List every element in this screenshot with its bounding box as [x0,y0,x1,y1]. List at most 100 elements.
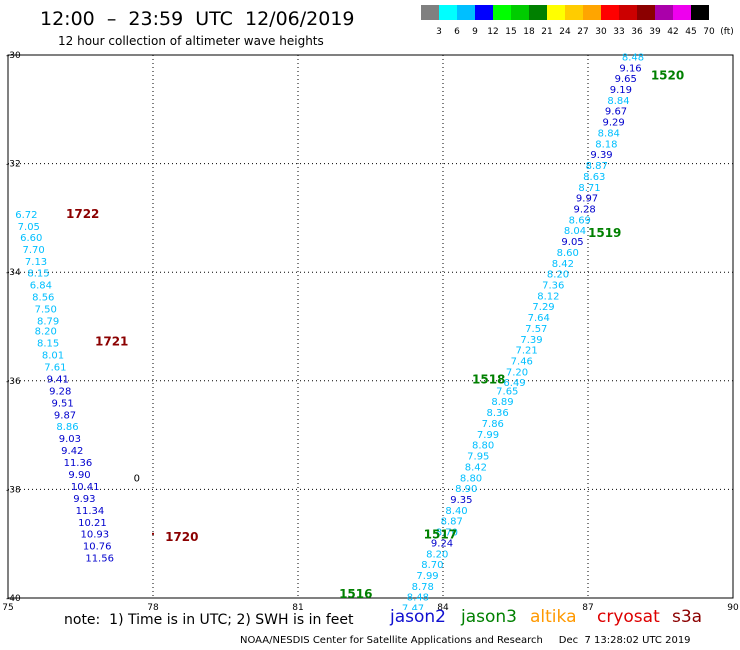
x-tick-label: 87 [582,603,593,610]
wave-height-value-s3a: 6.72 [15,210,37,221]
wave-height-value-jason3: 9.29 [603,118,625,129]
x-tick-label: 75 [2,603,13,610]
x-tick-label: 81 [292,603,303,610]
wave-height-value-s3a: 9.90 [68,470,90,481]
scale-unit: (ft) [720,27,734,37]
wave-height-value-s3a: 8.56 [32,292,54,303]
scale-swatch [439,5,457,20]
scale-label: 33 [613,27,625,37]
wave-height-value-jason3: 6.49 [503,378,525,389]
satellite-legend-item: altika [530,607,577,627]
pass-time-label: 1517 [424,527,457,541]
wave-height-value-jason3: 8.04 [564,226,586,237]
wave-height-value-s3a: 8.20 [35,327,57,338]
wave-height-value-jason3: 8.90 [455,484,477,495]
wave-height-value-s3a: 9.87 [54,410,76,421]
x-tick-label: 78 [147,603,159,610]
scale-swatch [601,5,619,20]
scale-swatch [421,5,439,20]
wave-height-value-s3a: 10.21 [78,518,107,529]
wave-height-value-s3a: 8.15 [37,339,59,350]
y-tick-label: -30 [6,51,21,61]
wave-height-value-s3a: 11.36 [64,458,93,469]
scale-label: 21 [541,27,553,37]
wave-height-value-s3a: 7.61 [44,362,66,373]
scale-label: 42 [667,27,679,37]
satellite-legend-item: jason2 [390,607,446,627]
pass-time-label: 1520 [651,68,684,82]
wave-height-value-jason3: 8.48 [622,52,644,63]
wave-height-value-s3a: 7.70 [23,245,45,256]
wave-height-value-s3a: 7.05 [18,222,40,233]
wave-height-value-s3a: 8.15 [27,269,49,280]
wave-height-value-s3a: 7.50 [35,304,57,315]
scale-label: 6 [454,27,460,37]
footer-credit: NOAA/NESDIS Center for Satellite Applica… [240,635,691,646]
wave-height-value-jason3: 8.87 [441,517,463,528]
wave-height-value-jason3: 8.78 [412,582,434,593]
wave-height-value-jason3: 9.16 [619,63,641,74]
wave-height-value-jason3: 7.36 [542,280,564,291]
wave-height-value-s3a: 6.60 [20,233,42,244]
wave-height-value-s3a: 8.79 [37,316,59,327]
wave-height-value-jason3: 7.57 [525,324,547,335]
wave-height-value-jason3: 8.71 [578,183,600,194]
x-tick-label: 90 [727,603,739,610]
wave-height-value-jason3: 8.12 [537,291,559,302]
wave-height-value-jason3: 8.42 [552,259,574,270]
scale-swatch [493,5,511,20]
scale-label: 18 [523,27,535,37]
wave-height-value-jason3: 8.70 [436,528,458,539]
scale-label: 12 [487,27,499,37]
wave-height-value-jason3: 8.40 [445,506,467,517]
scale-label: 9 [472,27,478,37]
wave-height-value-jason3: 9.19 [610,85,632,96]
wave-height-value-jason3: 8.48 [407,593,429,604]
wave-height-value-jason3: 9.05 [561,237,583,248]
map-title: 12:00 – 23:59 UTC 12/06/2019 [40,8,355,30]
pass-time-label: 1516 [339,587,372,601]
plot-frame [7,54,734,599]
wave-height-value-jason3: 8.84 [607,96,629,107]
wave-height-value-jason3: 7.46 [511,357,533,368]
wave-height-value-jason3: 7.21 [516,346,538,357]
wave-height-value-s3a: 8.01 [42,351,64,362]
wave-height-value-s3a: 8.86 [56,422,78,433]
wave-height-value-jason3: 8.63 [583,172,605,183]
wave-height-value-s3a: 10.76 [83,542,112,553]
scale-swatch [655,5,673,20]
scale-label: 30 [595,27,607,37]
satellite-legend-item: jason3 [461,607,517,627]
y-tick-label: -36 [6,377,21,387]
wave-height-value-jason3: 8.20 [426,549,448,560]
scale-swatch [673,5,691,20]
wave-height-value-s3a: 9.93 [73,494,95,505]
scale-label: 27 [577,27,589,37]
scale-swatch [547,5,565,20]
wave-height-value-jason3: 7.99 [477,430,499,441]
wave-height-value-jason3: 9.67 [605,107,627,118]
wave-height-value-jason3: 8.69 [569,215,591,226]
wave-height-value-jason3: 8.20 [547,270,569,281]
scale-label: 36 [631,27,643,37]
wave-height-value-jason3: 9.24 [431,538,453,549]
wave-height-value-jason3: 8.89 [491,397,513,408]
wave-height-value-s3a: 6.84 [30,280,52,291]
wave-height-value-jason3: 8.87 [586,161,608,172]
wave-height-value-jason3: 7.39 [520,335,542,346]
wave-height-value-jason3: 8.18 [595,139,617,150]
wave-height-value-s3a: 9.28 [49,386,71,397]
y-tick-label: -40 [6,594,21,604]
scale-swatch [619,5,637,20]
scale-swatch [637,5,655,20]
wave-height-value-jason3: 9.65 [615,74,637,85]
scale-swatch [457,5,475,20]
wave-height-value-s3a: 9.41 [47,374,69,385]
wave-height-value-jason3: 7.86 [482,419,504,430]
satellite-legend-item: s3a [672,607,703,627]
scale-swatch [565,5,583,20]
pass-time-label: 1722 [66,207,99,221]
scale-label: 3 [436,27,442,37]
wave-height-value-s3a: 9.51 [52,398,74,409]
x-tick-label: 84 [437,603,449,610]
